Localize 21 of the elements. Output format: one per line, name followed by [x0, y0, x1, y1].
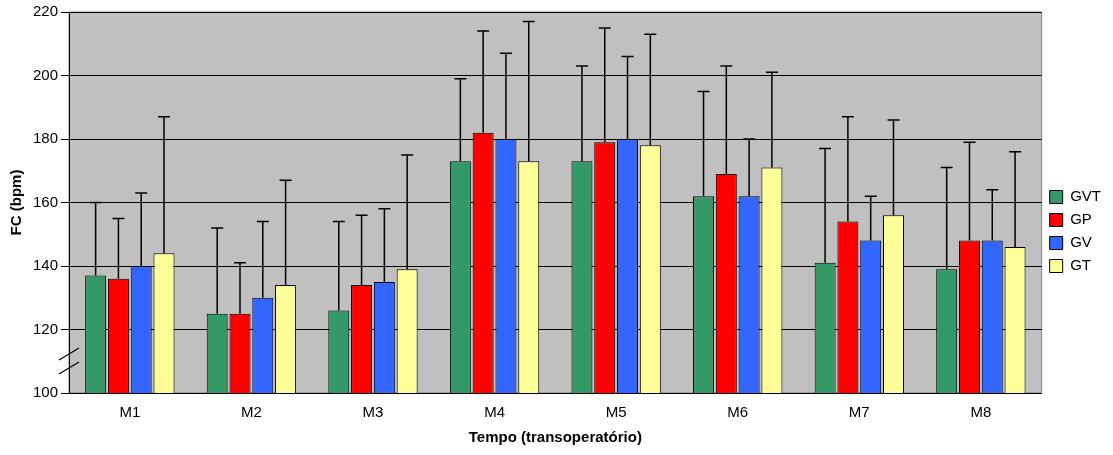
- x-tick-label: M1: [119, 403, 141, 421]
- legend-label: GVT: [1070, 187, 1102, 205]
- legend-label: GT: [1070, 256, 1092, 274]
- y-tick-label: 140: [33, 256, 59, 274]
- y-tick-label: 180: [33, 129, 59, 147]
- legend-label: GV: [1070, 233, 1092, 251]
- y-axis-title: FC (bpm): [7, 169, 25, 236]
- x-tick-label: M6: [727, 403, 749, 421]
- x-tick-label: M2: [240, 403, 262, 421]
- y-tick-label: 100: [33, 383, 59, 401]
- y-tick-label: 220: [33, 2, 59, 20]
- y-tick-label: 160: [33, 192, 59, 210]
- y-tick-label: 120: [33, 319, 59, 337]
- x-tick-label: M7: [848, 403, 870, 421]
- x-axis-title: Tempo (transoperatório): [468, 428, 642, 446]
- x-tick-label: M3: [362, 403, 384, 421]
- x-tick-label: M5: [605, 403, 627, 421]
- x-tick-label: M4: [484, 403, 505, 421]
- x-tick-label: M8: [970, 403, 992, 421]
- legend-label: GP: [1070, 210, 1092, 228]
- y-tick-label: 200: [33, 65, 59, 83]
